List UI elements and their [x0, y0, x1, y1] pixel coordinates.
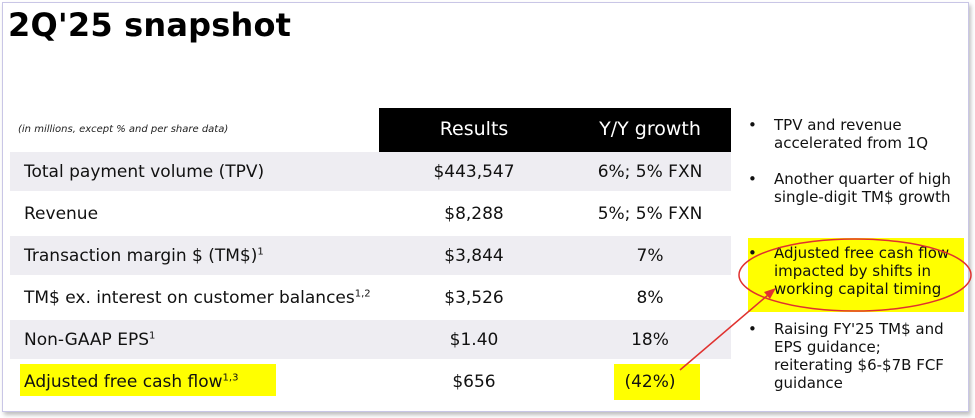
table-row-result: $443,547	[433, 162, 515, 182]
bullet-dot: •	[748, 170, 757, 188]
table-row-result: $8,288	[444, 204, 504, 224]
footnote-marker: 1,2	[354, 288, 371, 300]
footnote-marker: 1,3	[222, 372, 239, 384]
bullet-text: Adjusted free cash flow impacted by shif…	[774, 244, 950, 298]
page-title: 2Q'25 snapshot	[8, 6, 292, 44]
highlight-growth	[614, 364, 700, 400]
header-growth: Y/Y growth	[599, 118, 701, 140]
table-row-growth: (42%)	[624, 372, 676, 392]
table-row-label: Transaction margin $ (TM$)1	[24, 246, 264, 266]
table-row-growth: 5%; 5% FXN	[597, 204, 703, 224]
bullet-text: TPV and revenue accelerated from 1Q	[774, 116, 929, 152]
table-header-bar	[379, 108, 731, 152]
footnote-marker: 1	[257, 246, 264, 258]
annotation-ellipse	[738, 238, 972, 312]
table-row-result: $3,526	[444, 288, 504, 308]
table-row-result: $1.40	[449, 330, 499, 350]
table-row-growth: 7%	[636, 246, 664, 266]
table-row-result: $3,844	[444, 246, 504, 266]
footnote-marker: 1	[149, 330, 156, 342]
bullet-text: Raising FY'25 TM$ and EPS guidance; reit…	[774, 320, 944, 392]
bullet-text: Another quarter of high single-digit TM$…	[774, 170, 951, 206]
table-note: (in millions, except % and per share dat…	[18, 124, 229, 135]
bullet-highlight	[748, 238, 964, 312]
annotation-arrowhead	[764, 288, 776, 299]
bullet-dot: •	[748, 244, 757, 262]
table-row-growth: 8%	[636, 288, 664, 308]
annotation-arrow-line	[679, 294, 769, 371]
table-row-label: Revenue	[24, 204, 99, 224]
table-row-result: $656	[452, 372, 496, 392]
table-row-label: TM$ ex. interest on customer balances1,2	[24, 288, 371, 308]
row-band	[10, 152, 731, 191]
bullet-dot: •	[748, 320, 757, 338]
highlight-label	[20, 364, 276, 396]
table-row-label: Non-GAAP EPS1	[24, 330, 156, 350]
row-band	[10, 320, 731, 359]
table-row-label: Total payment volume (TPV)	[24, 162, 265, 182]
bullet-dot: •	[748, 116, 757, 134]
header-results: Results	[439, 118, 509, 140]
table-row-growth: 18%	[631, 330, 669, 350]
row-band	[10, 236, 731, 275]
table-row-growth: 6%; 5% FXN	[597, 162, 703, 182]
table-row-label: Adjusted free cash flow1,3	[24, 372, 239, 392]
